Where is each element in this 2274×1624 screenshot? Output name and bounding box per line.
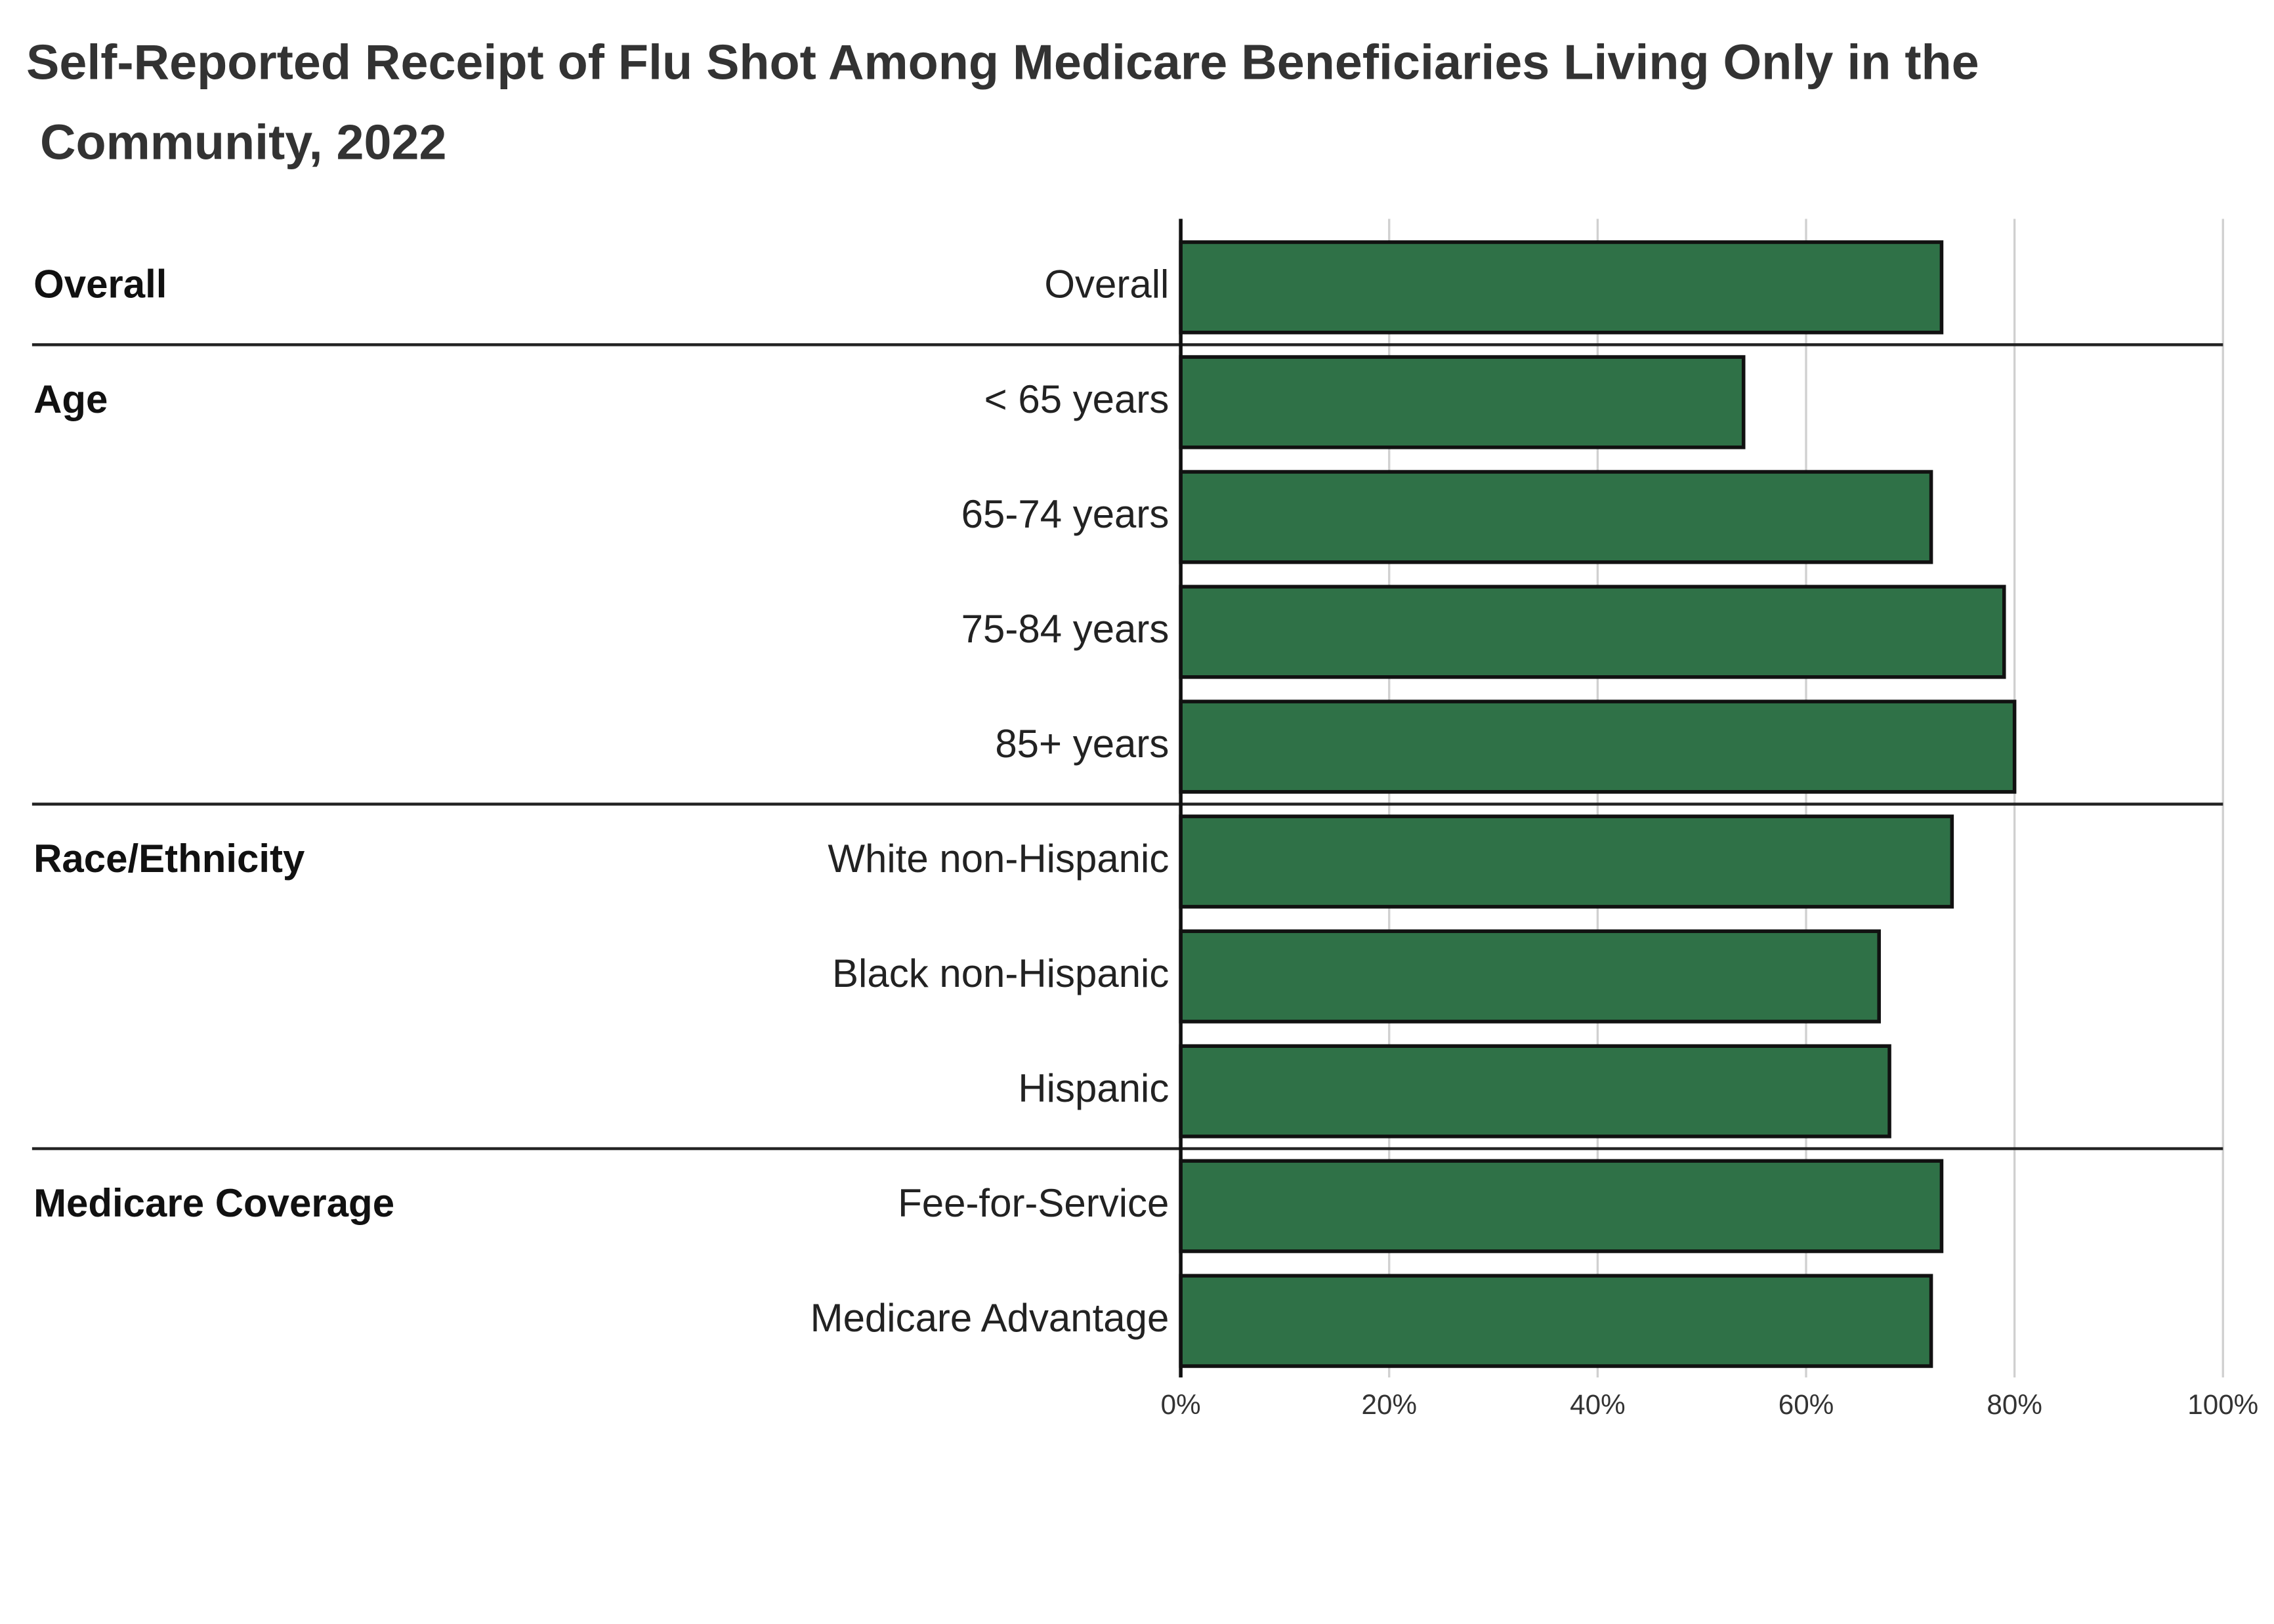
y-tick-label: 65-74 years bbox=[961, 492, 1169, 536]
bar bbox=[1179, 1044, 1891, 1138]
y-tick-label: Medicare Advantage bbox=[811, 1296, 1169, 1340]
chart-title: Self-Reported Receipt of Flu Shot Among … bbox=[26, 35, 1979, 170]
x-tick-label: 80% bbox=[1987, 1389, 2042, 1420]
bar bbox=[1179, 355, 1746, 449]
bar bbox=[1179, 814, 1954, 909]
group-label: Age bbox=[33, 377, 108, 421]
x-tick-label: 60% bbox=[1779, 1389, 1834, 1420]
bar bbox=[1179, 1274, 1933, 1368]
bar bbox=[1179, 585, 2006, 679]
group-label: Medicare Coverage bbox=[33, 1181, 394, 1225]
y-tick-label: Overall bbox=[1044, 262, 1169, 306]
y-tick-label: < 65 years bbox=[984, 377, 1169, 421]
group-label: Overall bbox=[33, 262, 167, 306]
bar bbox=[1179, 699, 2017, 794]
y-tick-label: White non-Hispanic bbox=[828, 837, 1169, 881]
y-tick-label: Fee-for-Service bbox=[898, 1181, 1169, 1225]
y-tick-label: 75-84 years bbox=[961, 607, 1169, 651]
bar bbox=[1179, 240, 1944, 335]
group-label: Race/Ethnicity bbox=[33, 837, 305, 881]
x-tick-label: 100% bbox=[2187, 1389, 2258, 1420]
y-tick-label: 85+ years bbox=[995, 722, 1169, 766]
bar bbox=[1179, 1159, 1944, 1253]
y-tick-label: Hispanic bbox=[1018, 1066, 1169, 1110]
x-tick-label: 20% bbox=[1362, 1389, 1417, 1420]
bar bbox=[1179, 929, 1881, 1024]
y-tick-label: Black non-Hispanic bbox=[832, 951, 1169, 995]
x-tick-label: 0% bbox=[1161, 1389, 1201, 1420]
x-tick-label: 40% bbox=[1570, 1389, 1625, 1420]
bar bbox=[1179, 470, 1933, 564]
